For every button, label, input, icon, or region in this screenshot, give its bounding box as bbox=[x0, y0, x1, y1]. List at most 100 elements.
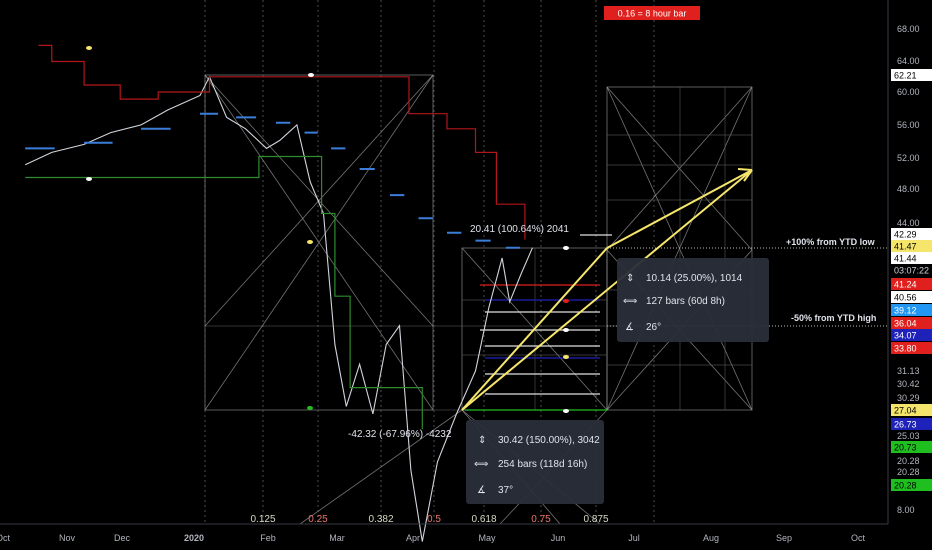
time-tick-label: Aug bbox=[703, 533, 719, 543]
projection-arrow-short bbox=[606, 169, 753, 249]
gann-line bbox=[299, 409, 463, 525]
measure-bottom-label: -42.32 (-67.96%) -4232 bbox=[348, 429, 452, 440]
fib-time-label: 0.25 bbox=[308, 514, 328, 525]
fib-time-label: 0.875 bbox=[583, 514, 608, 525]
time-tick-label: Oct bbox=[851, 533, 866, 543]
time-tick-label: Jul bbox=[628, 533, 640, 543]
ytd-high-annotation: -50% from YTD high bbox=[791, 313, 876, 323]
price-badges: 62.21 42.29 41.47 41.44 03:07:22 41.24 40.56 39… bbox=[891, 69, 932, 491]
price-badge-bg bbox=[891, 264, 932, 276]
time-tick-label: Oct bbox=[0, 533, 10, 543]
series-group bbox=[24, 44, 534, 542]
price-tick-label: 30.42 bbox=[897, 379, 920, 389]
tooltip-large-price: 30.42 (150.00%), 3042 bbox=[498, 435, 600, 446]
price-tick-label: 48.00 bbox=[897, 184, 920, 194]
measure-top-label: 20.41 (100.64%) 2041 bbox=[470, 224, 569, 235]
price-tick-label: 8.00 bbox=[897, 505, 915, 515]
fib-time-labels: 0.125 0.25 0.382 0.5 0.618 0.75 0.875 bbox=[250, 514, 608, 525]
price-badge: 03:07:22 bbox=[894, 266, 929, 276]
angle-icon: ∡ bbox=[477, 485, 486, 496]
price-badge-bg bbox=[891, 240, 932, 252]
tooltip-bg bbox=[617, 258, 769, 342]
price-badge-bg bbox=[891, 342, 932, 354]
marker-dot bbox=[563, 299, 569, 303]
price-badge: 41.44 bbox=[894, 254, 917, 264]
series-trailing-stop-lower bbox=[25, 155, 423, 430]
projection-arrow-long bbox=[461, 169, 753, 411]
tooltip-small-bars: 127 bars (60d 8h) bbox=[646, 296, 725, 307]
price-badge: 39.12 bbox=[894, 306, 917, 316]
price-range-icon: ⇕ bbox=[626, 273, 634, 284]
price-badge: 20.73 bbox=[894, 443, 917, 453]
series-price bbox=[24, 75, 534, 542]
price-badge-bg bbox=[891, 418, 932, 430]
timeframe-note: 0.16 = 8 hour bar bbox=[618, 9, 687, 19]
price-tick-label: 25.03 bbox=[897, 431, 920, 441]
tooltip-large-bars: 254 bars (118d 16h) bbox=[498, 459, 587, 470]
price-badge-bg bbox=[891, 278, 932, 290]
marker-dot bbox=[308, 73, 314, 77]
price-badge: 41.47 bbox=[894, 242, 917, 252]
marker-dots bbox=[86, 46, 569, 413]
price-badge: 33.80 bbox=[894, 344, 917, 354]
time-axis[interactable]: Oct Nov Dec 2020 Feb Mar Apr May Jun Jul Aug Sep Oct bbox=[0, 533, 865, 543]
time-tick-label: Mar bbox=[329, 533, 345, 543]
arrow-head-icon bbox=[737, 168, 753, 182]
marker-dot bbox=[86, 177, 92, 181]
bar-range-icon: ⟺ bbox=[623, 296, 637, 307]
marker-dot bbox=[307, 406, 313, 410]
price-range-icon: ⇕ bbox=[478, 435, 486, 446]
price-badge: 36.04 bbox=[894, 319, 917, 329]
timeframe-note-bg bbox=[604, 6, 700, 20]
time-tick-label: Nov bbox=[59, 533, 76, 543]
price-badge: 26.73 bbox=[894, 420, 917, 430]
fib-time-label: 0.75 bbox=[531, 514, 551, 525]
measure-tooltip-large[interactable]: ⇕ 30.42 (150.00%), 3042 ⟺ 254 bars (118d… bbox=[466, 420, 604, 504]
bar-range-icon: ⟺ bbox=[474, 459, 488, 470]
price-badge-bg bbox=[891, 228, 932, 240]
price-tick-label: 20.28 bbox=[897, 456, 920, 466]
price-tick-label: 64.00 bbox=[897, 56, 920, 66]
time-tick-label: Feb bbox=[260, 533, 276, 543]
gann-line bbox=[204, 74, 434, 411]
price-tick-label: 68.00 bbox=[897, 24, 920, 34]
price-badge-bg bbox=[891, 441, 932, 453]
price-badge: 27.04 bbox=[894, 406, 917, 416]
angle-icon: ∡ bbox=[625, 322, 634, 333]
price-badge: 41.24 bbox=[894, 280, 917, 290]
marker-dot bbox=[563, 355, 569, 359]
tooltip-small-angle: 26° bbox=[646, 322, 661, 333]
price-tick-label: 20.28 bbox=[897, 467, 920, 477]
tooltip-bg bbox=[466, 420, 604, 504]
price-badge: 40.56 bbox=[894, 293, 917, 303]
price-tick-label: 60.00 bbox=[897, 87, 920, 97]
tooltip-small-price: 10.14 (25.00%), 1014 bbox=[646, 273, 743, 284]
measure-tooltip-small[interactable]: ⇕ 10.14 (25.00%), 1014 ⟺ 127 bars (60d 8… bbox=[617, 258, 769, 342]
fib-time-label: 0.382 bbox=[368, 514, 393, 525]
price-badge: 62.21 bbox=[894, 71, 917, 81]
price-badge-bg bbox=[891, 479, 932, 491]
price-badge-bg bbox=[891, 317, 932, 329]
price-badge-bg bbox=[891, 69, 932, 81]
time-tick-label: Apr bbox=[406, 533, 420, 543]
price-tick-label: 30.29 bbox=[897, 393, 920, 403]
price-badge-bg bbox=[891, 304, 932, 316]
marker-dot bbox=[563, 409, 569, 413]
tooltip-large-angle: 37° bbox=[498, 485, 513, 496]
projection-arrows bbox=[461, 168, 753, 411]
time-tick-label: Jun bbox=[551, 533, 566, 543]
price-badge-bg bbox=[891, 291, 932, 303]
ytd-low-annotation: +100% from YTD low bbox=[786, 237, 876, 247]
fib-time-label: 0.5 bbox=[427, 514, 441, 525]
time-tick-label: May bbox=[478, 533, 496, 543]
price-badge-bg bbox=[891, 252, 932, 264]
price-badge: 20.28 bbox=[894, 481, 917, 491]
price-badge: 34.07 bbox=[894, 331, 917, 341]
series-trailing-stop-upper bbox=[38, 44, 526, 240]
price-tick-label: 52.00 bbox=[897, 153, 920, 163]
time-tick-label: Sep bbox=[776, 533, 792, 543]
projection-line bbox=[461, 247, 608, 411]
gann-line bbox=[606, 86, 753, 411]
marker-dot bbox=[307, 240, 313, 244]
